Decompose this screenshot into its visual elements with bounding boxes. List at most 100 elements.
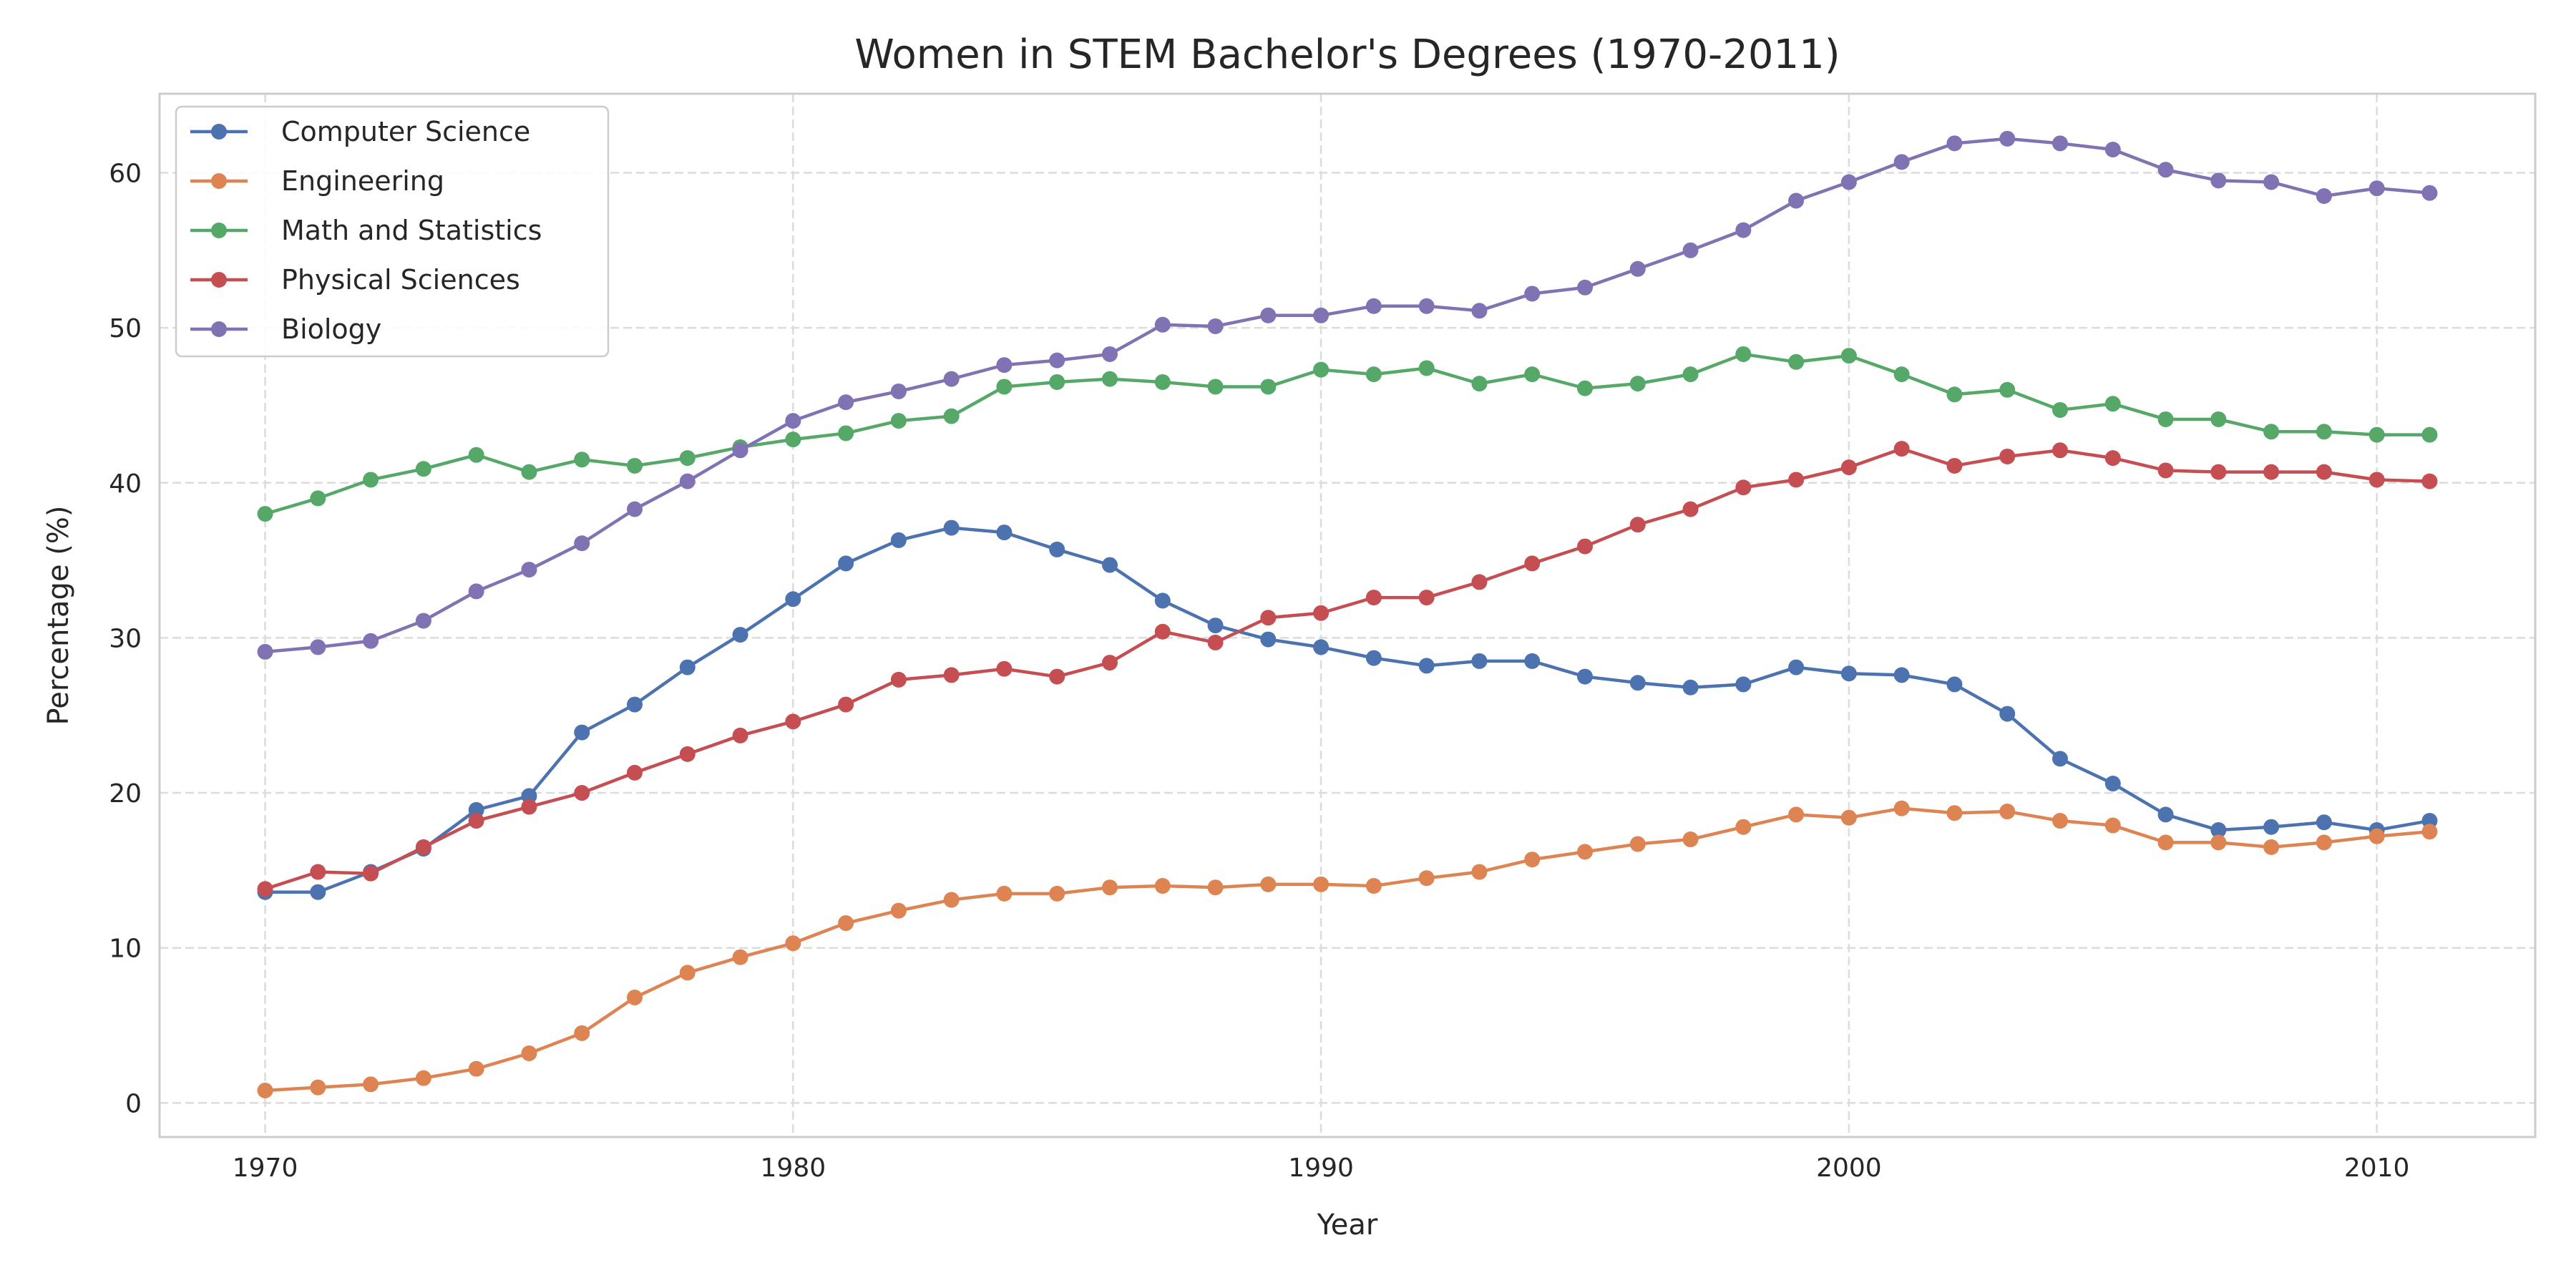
data-point <box>2104 141 2121 157</box>
data-point <box>996 885 1013 902</box>
legend-entry: Math and Statistics <box>190 215 542 246</box>
data-point <box>1207 879 1224 896</box>
y-tick-label: 40 <box>109 469 142 499</box>
data-point <box>627 696 643 713</box>
data-point <box>1999 448 2016 464</box>
data-point <box>1471 303 1488 319</box>
data-point <box>1524 555 1541 572</box>
data-point <box>2368 828 2385 844</box>
legend-marker <box>211 223 227 238</box>
data-point <box>1207 634 1224 650</box>
data-point <box>2210 834 2227 851</box>
data-point <box>1788 192 1805 209</box>
legend-box <box>175 105 610 358</box>
data-point <box>1735 222 1752 238</box>
data-point <box>468 447 484 463</box>
y-axis: 0 10 20 30 40 50 60 <box>109 159 142 1118</box>
data-point <box>2368 426 2385 443</box>
data-point <box>574 1025 590 1041</box>
data-point <box>415 613 431 629</box>
data-point <box>1682 242 1699 258</box>
data-point <box>468 1060 484 1077</box>
data-point <box>2052 442 2068 459</box>
data-point <box>890 413 907 429</box>
series-line <box>264 447 2430 891</box>
series-line <box>265 806 2430 1093</box>
legend-label: Engineering <box>281 165 444 197</box>
data-point <box>1313 639 1330 655</box>
data-point <box>838 696 854 713</box>
series-physical-sciences <box>257 441 2438 897</box>
data-point <box>257 881 273 897</box>
data-point <box>785 413 801 429</box>
data-point <box>1313 307 1330 323</box>
data-point <box>363 1076 379 1093</box>
series-group <box>257 130 2438 1099</box>
data-point <box>1260 610 1277 626</box>
data-point <box>1154 592 1171 609</box>
data-point <box>574 535 590 552</box>
data-point <box>1788 806 1805 823</box>
data-point <box>1893 154 1910 170</box>
y-tick-label: 10 <box>109 935 142 964</box>
data-point <box>257 506 273 522</box>
data-point <box>996 357 1013 374</box>
data-point <box>257 1083 273 1099</box>
data-point <box>838 425 854 441</box>
data-point <box>1049 668 1065 685</box>
data-point <box>2104 450 2121 467</box>
data-point <box>1260 631 1277 648</box>
data-point <box>521 464 537 480</box>
data-point <box>2316 464 2332 480</box>
data-point <box>2263 464 2280 480</box>
data-point <box>1524 286 1541 302</box>
data-point <box>1577 380 1593 396</box>
data-point <box>732 949 748 965</box>
data-point <box>2421 813 2438 829</box>
y-tick-label: 0 <box>125 1089 142 1118</box>
data-point <box>1893 667 1910 683</box>
data-point <box>521 799 537 815</box>
data-point <box>310 1079 326 1096</box>
data-point <box>363 472 379 488</box>
data-point <box>1049 352 1065 369</box>
data-point <box>1735 676 1752 693</box>
legend-entry: Engineering <box>190 165 444 197</box>
data-point <box>521 1045 537 1062</box>
data-point <box>1524 852 1541 868</box>
data-point <box>310 639 326 655</box>
data-point <box>1577 538 1593 555</box>
data-point <box>943 408 960 424</box>
data-point <box>1629 376 1646 392</box>
data-point <box>574 724 590 741</box>
data-point <box>1471 376 1488 392</box>
data-point <box>1102 371 1118 387</box>
data-point <box>310 884 326 900</box>
data-point <box>679 965 696 981</box>
data-point <box>679 659 696 675</box>
data-point <box>1418 298 1435 314</box>
data-point <box>838 915 854 932</box>
data-point <box>890 532 907 548</box>
data-point <box>415 839 431 855</box>
x-tick-label: 2000 <box>1816 1153 1882 1183</box>
data-point <box>1788 659 1805 675</box>
data-point <box>1577 668 1593 685</box>
data-point <box>310 864 326 880</box>
data-point <box>1260 876 1277 892</box>
data-point <box>627 501 643 517</box>
data-point <box>2157 411 2174 427</box>
data-point <box>785 591 801 608</box>
data-point <box>1365 366 1382 383</box>
data-point <box>1893 800 1910 816</box>
data-point <box>732 627 748 643</box>
data-point <box>2316 187 2332 204</box>
data-point <box>1313 361 1330 378</box>
data-point <box>1207 379 1224 395</box>
data-point <box>1154 878 1171 894</box>
plot-frame <box>158 92 2537 1138</box>
data-point <box>2052 751 2068 767</box>
x-tick-label: 1970 <box>233 1153 298 1183</box>
data-point <box>732 727 748 743</box>
data-point <box>2263 174 2280 190</box>
